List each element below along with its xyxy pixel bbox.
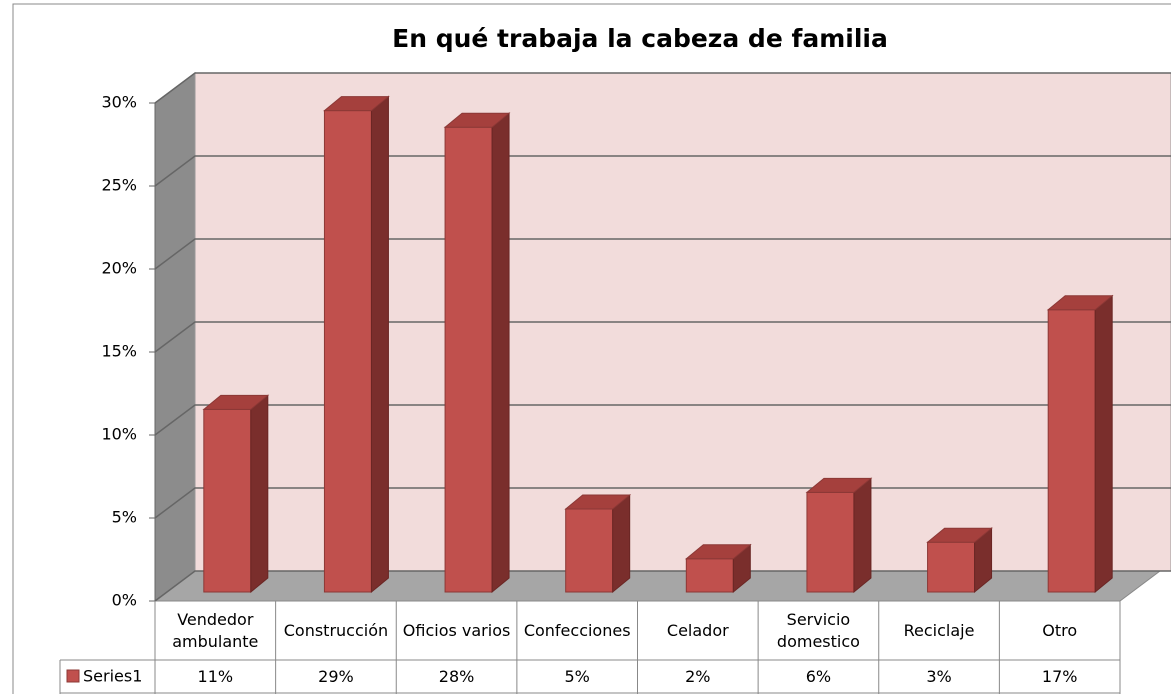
- legend-key: [66, 669, 80, 683]
- category-label-text: Reciclaje: [903, 620, 975, 640]
- category-label-text: Vendedor ambulante: [172, 609, 259, 651]
- category-label: Servicio domestico: [776, 609, 860, 651]
- category-label-text: Otro: [1042, 620, 1078, 640]
- grid-line: [154, 404, 1171, 436]
- bar-front: [203, 408, 252, 593]
- category-label-text: Celador: [666, 620, 729, 640]
- bar-top: [805, 477, 873, 493]
- bar-front: [927, 541, 976, 593]
- value-label-text: 17%: [1041, 667, 1078, 686]
- category-label-text: Confecciones: [523, 620, 631, 640]
- value-label: 17%: [1041, 667, 1078, 686]
- floor: [153, 570, 1162, 602]
- category-label-text: Oficios varios: [402, 620, 511, 640]
- bar-side: [370, 95, 389, 594]
- bar-front: [565, 508, 614, 593]
- grid-line: [154, 155, 1171, 187]
- bar-front: [323, 110, 372, 593]
- y-tick-label: 0%: [112, 591, 137, 610]
- bar-top: [202, 394, 270, 410]
- category-label-text: Construcción: [283, 620, 389, 640]
- bar-side: [250, 394, 269, 594]
- bar-top: [564, 494, 632, 510]
- grid-line: [154, 321, 1171, 353]
- y-tick-label: 20%: [101, 259, 137, 278]
- value-label-text: 11%: [197, 667, 234, 686]
- grid-line: [154, 238, 1171, 270]
- value-label-text: 2%: [685, 667, 711, 686]
- category-label: Reciclaje: [903, 620, 975, 640]
- category-label: Celador: [666, 620, 729, 640]
- bar-top: [684, 544, 752, 560]
- bar-front: [444, 126, 493, 593]
- value-label-text: 28%: [438, 667, 475, 686]
- category-label: Confecciones: [523, 620, 631, 640]
- value-label-text: 3%: [926, 667, 952, 686]
- value-label: 11%: [197, 667, 234, 686]
- category-label-text: Servicio domestico: [776, 609, 860, 651]
- bar-front: [1047, 309, 1096, 593]
- bar-side: [1094, 294, 1113, 594]
- category-label: Oficios varios: [402, 620, 511, 640]
- y-tick-label: 30%: [101, 93, 137, 112]
- grid-line: [154, 72, 1171, 104]
- value-label-text: 29%: [318, 667, 354, 686]
- value-label: 2%: [685, 667, 711, 686]
- value-label: 29%: [318, 667, 354, 686]
- category-label: Otro: [1042, 620, 1078, 640]
- value-label: 5%: [564, 667, 590, 686]
- chart-title: En qué trabaja la cabeza de familia: [392, 24, 888, 53]
- y-tick-label: 25%: [101, 176, 137, 195]
- bar-top: [926, 527, 993, 543]
- bar-front: [685, 558, 734, 593]
- bar-front: [806, 491, 855, 593]
- value-label-text: 6%: [805, 667, 832, 686]
- bar-side: [612, 493, 631, 594]
- category-label: Construcción: [283, 620, 389, 640]
- category-label: Vendedor ambulante: [172, 609, 259, 651]
- value-label: 6%: [805, 667, 832, 686]
- bar-side: [853, 477, 872, 594]
- value-label: 28%: [438, 667, 475, 686]
- y-tick-label: 5%: [112, 508, 137, 527]
- bar-top: [1046, 295, 1114, 311]
- legend-label: Series1: [83, 667, 142, 686]
- y-tick-label: 10%: [101, 425, 137, 444]
- y-tick-label: 15%: [101, 342, 137, 361]
- bar-top: [443, 112, 511, 128]
- value-label-text: 5%: [564, 667, 590, 686]
- bar-side: [491, 112, 510, 594]
- bar-top: [323, 96, 390, 112]
- value-label: 3%: [926, 667, 952, 686]
